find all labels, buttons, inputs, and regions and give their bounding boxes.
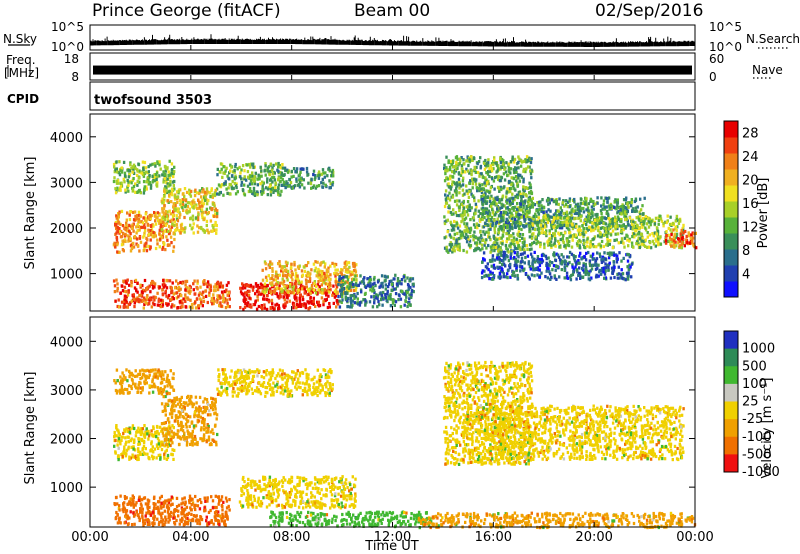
power-ytick-label: 4000 [50, 131, 83, 146]
power-region-4 [281, 166, 335, 190]
power-colorbar-tick: 16 [742, 197, 759, 212]
velocity-colorbar-tick: -25 [742, 412, 763, 427]
x-axis-label: Time UT [364, 539, 418, 554]
date-title: 02/Sep/2016 [595, 1, 704, 21]
power-colorbar-segment [724, 153, 738, 170]
power-region-5 [112, 278, 176, 310]
power-region-3 [216, 161, 284, 197]
power-colorbar-segment [724, 185, 738, 202]
frequency-tick: 8 [71, 70, 79, 84]
velocity-ytick-label: 3000 [50, 384, 83, 399]
power-region-6 [174, 279, 231, 310]
nave-tick: 0 [709, 70, 717, 84]
power-colorbar-segment [724, 169, 738, 186]
power-colorbar-tick: 28 [742, 127, 759, 142]
velocity-region-9 [417, 511, 697, 530]
velocity-ytick-label: 4000 [50, 335, 83, 350]
xtick-label: 00:00 [71, 530, 108, 545]
velocity-colorbar-tick: -100 [742, 430, 772, 445]
power-colorbar-tick: 24 [742, 150, 759, 165]
nave-label: Nave [752, 63, 783, 77]
velocity-colorbar-tick: 25 [742, 395, 759, 410]
velocity-colorbar-tick: 500 [742, 359, 767, 374]
velocity-region-4 [113, 494, 231, 527]
power-ytick-label: 1000 [50, 268, 83, 283]
frequency-tick: 18 [64, 52, 79, 66]
noise-right-tick: 10^5 [709, 20, 742, 34]
power-region-12 [531, 214, 685, 250]
velocity-region-8 [480, 404, 685, 462]
xtick-label: 20:00 [575, 530, 612, 545]
velocity-colorbar-segment [724, 401, 738, 420]
freq-legend-marks [7, 65, 31, 77]
power-colorbar-tick: 12 [742, 221, 759, 236]
power-region-14 [664, 228, 698, 250]
power-ytick-label: 3000 [50, 176, 83, 191]
velocity-region-2 [160, 394, 219, 447]
power-colorbar-segment [724, 233, 738, 250]
freq-label-line2: [MHz] [4, 66, 40, 80]
power-region-8 [261, 260, 358, 295]
cpid-label: CPID [7, 92, 40, 106]
power-ylabel: Slant Range [km] [23, 157, 38, 270]
power-colorbar-segment [724, 281, 738, 298]
power-ytick-label: 2000 [50, 222, 83, 237]
xtick-label: 08:00 [273, 530, 310, 545]
xtick-label: 12:00 [374, 530, 411, 545]
power-colorbar-segment [724, 217, 738, 234]
velocity-ytick-label: 2000 [50, 433, 83, 448]
velocity-colorbar-tick: 1000 [742, 342, 775, 357]
power-colorbar-label: Power [dB] [756, 178, 771, 249]
power-colorbar-frame [723, 120, 739, 298]
velocity-colorbar-label: Velocity [m s⁻¹] [760, 378, 775, 479]
noise-right-tick: 10^0 [709, 40, 742, 54]
noise-left-tick: 10^0 [51, 40, 84, 54]
velocity-ytick-label: 1000 [50, 481, 83, 496]
power-region-2 [160, 187, 219, 236]
velocity-colorbar-segment [724, 436, 738, 455]
nsky-label: N.Sky [3, 32, 38, 46]
power-region-1 [112, 159, 176, 195]
power-region-9 [337, 273, 415, 309]
power-colorbar-segment [724, 121, 738, 138]
power-colorbar-segment [724, 201, 738, 218]
power-colorbar-tick: 20 [742, 174, 759, 189]
velocity-region-5 [238, 475, 357, 510]
velocity-region-3 [216, 368, 334, 398]
velocity-colorbar-segment [724, 454, 738, 473]
velocity-ylabel: Slant Range [km] [23, 372, 38, 485]
xtick-label: 16:00 [475, 530, 512, 545]
velocity-colorbar-frame [723, 330, 739, 473]
noise-left-tick: 10^5 [51, 20, 84, 34]
velocity-region-1 [113, 368, 176, 396]
nsearch-label: N.Search [746, 32, 800, 46]
freq-label-line1: Freq. [6, 53, 36, 67]
program-label: twofsound 3503 [94, 93, 213, 108]
station-title: Prince George (fitACF) [92, 1, 281, 21]
frequency-trace [93, 65, 692, 75]
power-colorbar-tick: 4 [742, 268, 750, 283]
velocity-region-6 [269, 510, 433, 529]
power-colorbar-segment [724, 249, 738, 266]
velocity-colorbar-tick: -1000 [742, 465, 780, 480]
nave-tick: 60 [709, 52, 724, 66]
xtick-label: 00:00 [676, 530, 713, 545]
velocity-colorbar-segment [724, 331, 738, 350]
velocity-colorbar-segment [724, 419, 738, 438]
velocity-colorbar-tick: -500 [742, 447, 772, 462]
power-region-11 [481, 196, 647, 232]
power-region-13 [480, 250, 634, 282]
velocity-colorbar-segment [724, 348, 738, 367]
beam-title: Beam 00 [354, 1, 431, 21]
power-region-7 [239, 281, 340, 311]
velocity-colorbar-tick: 100 [742, 377, 767, 392]
power-colorbar-segment [724, 265, 738, 282]
power-colorbar-tick: 8 [742, 244, 750, 259]
power-colorbar-segment [724, 137, 738, 154]
cpid-panel-frame [89, 81, 696, 111]
velocity-colorbar-segment [724, 366, 738, 385]
velocity-colorbar-segment [724, 383, 738, 402]
xtick-label: 04:00 [172, 530, 209, 545]
